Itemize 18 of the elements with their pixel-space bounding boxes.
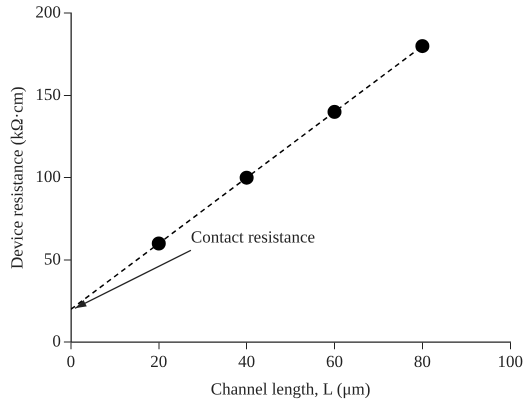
point	[415, 39, 430, 54]
point	[328, 104, 342, 119]
x-tick-label: 60	[326, 352, 344, 371]
y-axis-title: Device resistance (kΩ·cm)	[8, 86, 27, 269]
x-tick-label: 0	[66, 352, 76, 371]
point	[240, 170, 254, 185]
y-tick-label: 0	[52, 332, 61, 351]
y-tick-label: 50	[44, 249, 61, 268]
y-tick-label: 200	[35, 2, 61, 22]
annotation: Contact resistance	[190, 227, 316, 246]
x-tick-label: 20	[150, 352, 168, 371]
x-axis-title: Channel length, L (μm)	[210, 379, 370, 398]
x-tick-label: 100	[498, 352, 523, 371]
y-tick-label: 100	[35, 167, 61, 186]
y-tick-label: 150	[35, 84, 61, 104]
x-tick-label: 80	[414, 352, 431, 371]
point	[152, 236, 166, 250]
x-tick-label: 40	[238, 352, 256, 371]
